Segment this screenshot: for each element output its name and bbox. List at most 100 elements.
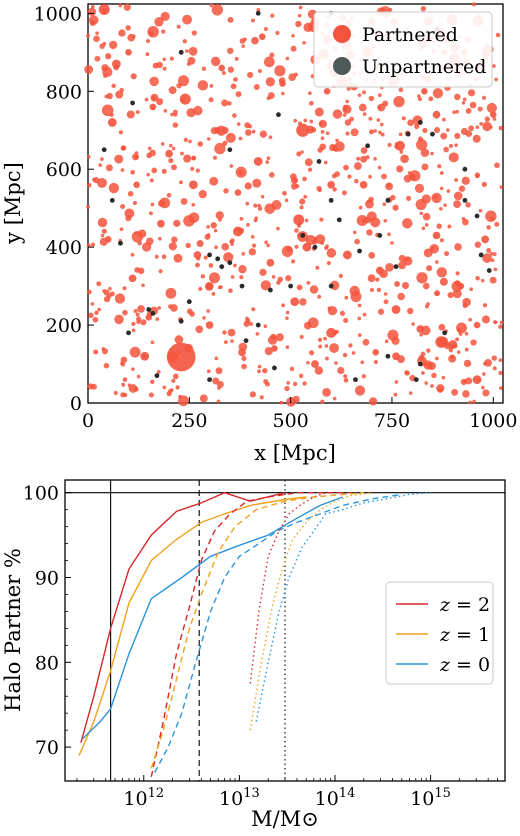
partnered-halo-point	[407, 171, 412, 175]
partnered-halo-point	[376, 118, 381, 122]
partnered-halo-point	[90, 302, 95, 306]
partnered-halo-point	[253, 84, 260, 90]
partnered-halo-point	[125, 215, 132, 222]
partnered-halo-point	[408, 173, 416, 181]
partnered-halo-point	[345, 99, 349, 104]
partnered-halo-point	[88, 312, 94, 319]
line-axis-ticks: 1012 1013 1014 1015 70 80 90 100	[23, 483, 506, 810]
partnered-halo-point	[243, 37, 247, 42]
partnered-halo-point	[145, 38, 151, 44]
partnered-halo-point	[357, 316, 362, 321]
partnered-halo-point	[212, 377, 220, 385]
partnered-halo-point	[235, 166, 247, 178]
partnered-halo-point	[241, 252, 246, 256]
partnered-halo-point	[245, 201, 250, 206]
unpartnered-halo-point	[146, 307, 152, 312]
partnered-halo-point	[284, 385, 290, 392]
partnered-halo-point	[208, 263, 214, 268]
partnered-halo-point	[320, 130, 325, 134]
unpartnered-halo-point	[385, 197, 391, 203]
partnered-halo-point	[186, 308, 193, 315]
partnered-halo-point	[450, 354, 455, 359]
partnered-halo-point	[411, 322, 415, 326]
partnered-halo-point	[249, 391, 257, 398]
unpartnered-halo-point	[430, 131, 435, 137]
partnered-halo-point	[451, 388, 459, 396]
partnered-halo-point	[343, 317, 349, 324]
partnered-halo-point	[396, 165, 404, 173]
partnered-halo-point	[103, 362, 110, 369]
scatter-x-tick-label: 250	[171, 410, 207, 432]
legend-unpartnered-label: Unpartnered	[362, 56, 486, 78]
legend-partnered-label: Partnered	[362, 24, 458, 46]
partnered-halo-point	[299, 334, 304, 340]
scatter-x-tick-label: 500	[273, 410, 309, 432]
partnered-halo-point	[318, 344, 323, 349]
partnered-halo-point	[408, 391, 413, 395]
partnered-halo-point	[345, 131, 350, 136]
partnered-halo-point	[120, 392, 126, 398]
partnered-halo-point	[342, 250, 352, 260]
scatter-legend-box	[313, 11, 493, 88]
partner-curve-dotted	[249, 492, 374, 731]
partnered-halo-point	[343, 377, 349, 383]
partnered-halo-point	[130, 73, 137, 80]
partnered-halo-point	[447, 224, 452, 229]
partnered-halo-point	[264, 347, 273, 356]
partnered-halo-point	[150, 379, 155, 385]
partnered-halo-point	[84, 65, 94, 74]
partner-curve-dotted	[255, 492, 431, 722]
partnered-halo-point	[155, 317, 160, 321]
scatter-x-axis-label: x [Mpc]	[254, 441, 336, 465]
partnered-halo-point	[492, 366, 497, 371]
partnered-halo-point	[430, 384, 434, 388]
partnered-halo-point	[426, 348, 431, 353]
partnered-halo-point	[296, 123, 310, 137]
partnered-halo-point	[171, 164, 177, 171]
partnered-halo-point	[106, 92, 113, 100]
partnered-halo-point	[171, 146, 176, 151]
scatter-y-tick-label: 400	[46, 237, 82, 259]
partnered-halo-point	[361, 374, 366, 379]
partnered-halo-point	[299, 205, 304, 210]
unpartnered-halo-point	[486, 268, 492, 273]
partnered-halo-point	[306, 360, 310, 365]
unpartnered-halo-point	[150, 310, 156, 316]
partnered-halo-point	[440, 132, 448, 140]
partnered-halo-point	[416, 272, 428, 284]
partnered-halo-point	[156, 369, 161, 374]
partnered-halo-point	[236, 122, 241, 126]
partnered-halo-point	[296, 151, 302, 157]
partnered-halo-point	[448, 354, 457, 363]
partnered-halo-point	[173, 112, 178, 117]
partnered-halo-point	[448, 340, 458, 349]
partnered-halo-point	[257, 364, 262, 369]
partnered-halo-point	[302, 40, 306, 45]
partnered-halo-point	[259, 268, 267, 276]
partnered-halo-point	[453, 191, 463, 201]
partnered-halo-point	[221, 71, 226, 75]
legend-label-0: z = 2	[439, 594, 490, 616]
partnered-halo-point	[382, 202, 387, 207]
partnered-halo-point	[334, 361, 338, 365]
percent-y-tick-label: 80	[35, 652, 59, 674]
unpartnered-halo-point	[474, 213, 480, 219]
partnered-halo-point	[380, 132, 385, 137]
partnered-halo-point	[480, 278, 485, 283]
partnered-halo-point	[472, 399, 476, 404]
partnered-halo-point	[244, 182, 252, 190]
partnered-halo-point	[324, 344, 329, 348]
partnered-halo-point	[339, 310, 346, 316]
partnered-halo-point	[136, 374, 141, 379]
partnered-halo-point	[401, 281, 410, 290]
partnered-halo-point	[149, 149, 156, 157]
partnered-halo-point	[354, 238, 360, 245]
partnered-halo-point	[422, 282, 430, 290]
partnered-halo-point	[397, 292, 405, 301]
partnered-halo-point	[307, 167, 313, 172]
percent-y-tick-label: 70	[35, 737, 59, 759]
partnered-halo-point	[385, 262, 394, 272]
partnered-halo-point	[158, 269, 163, 274]
partnered-halo-point	[418, 354, 425, 361]
unpartnered-halo-point	[267, 287, 273, 293]
